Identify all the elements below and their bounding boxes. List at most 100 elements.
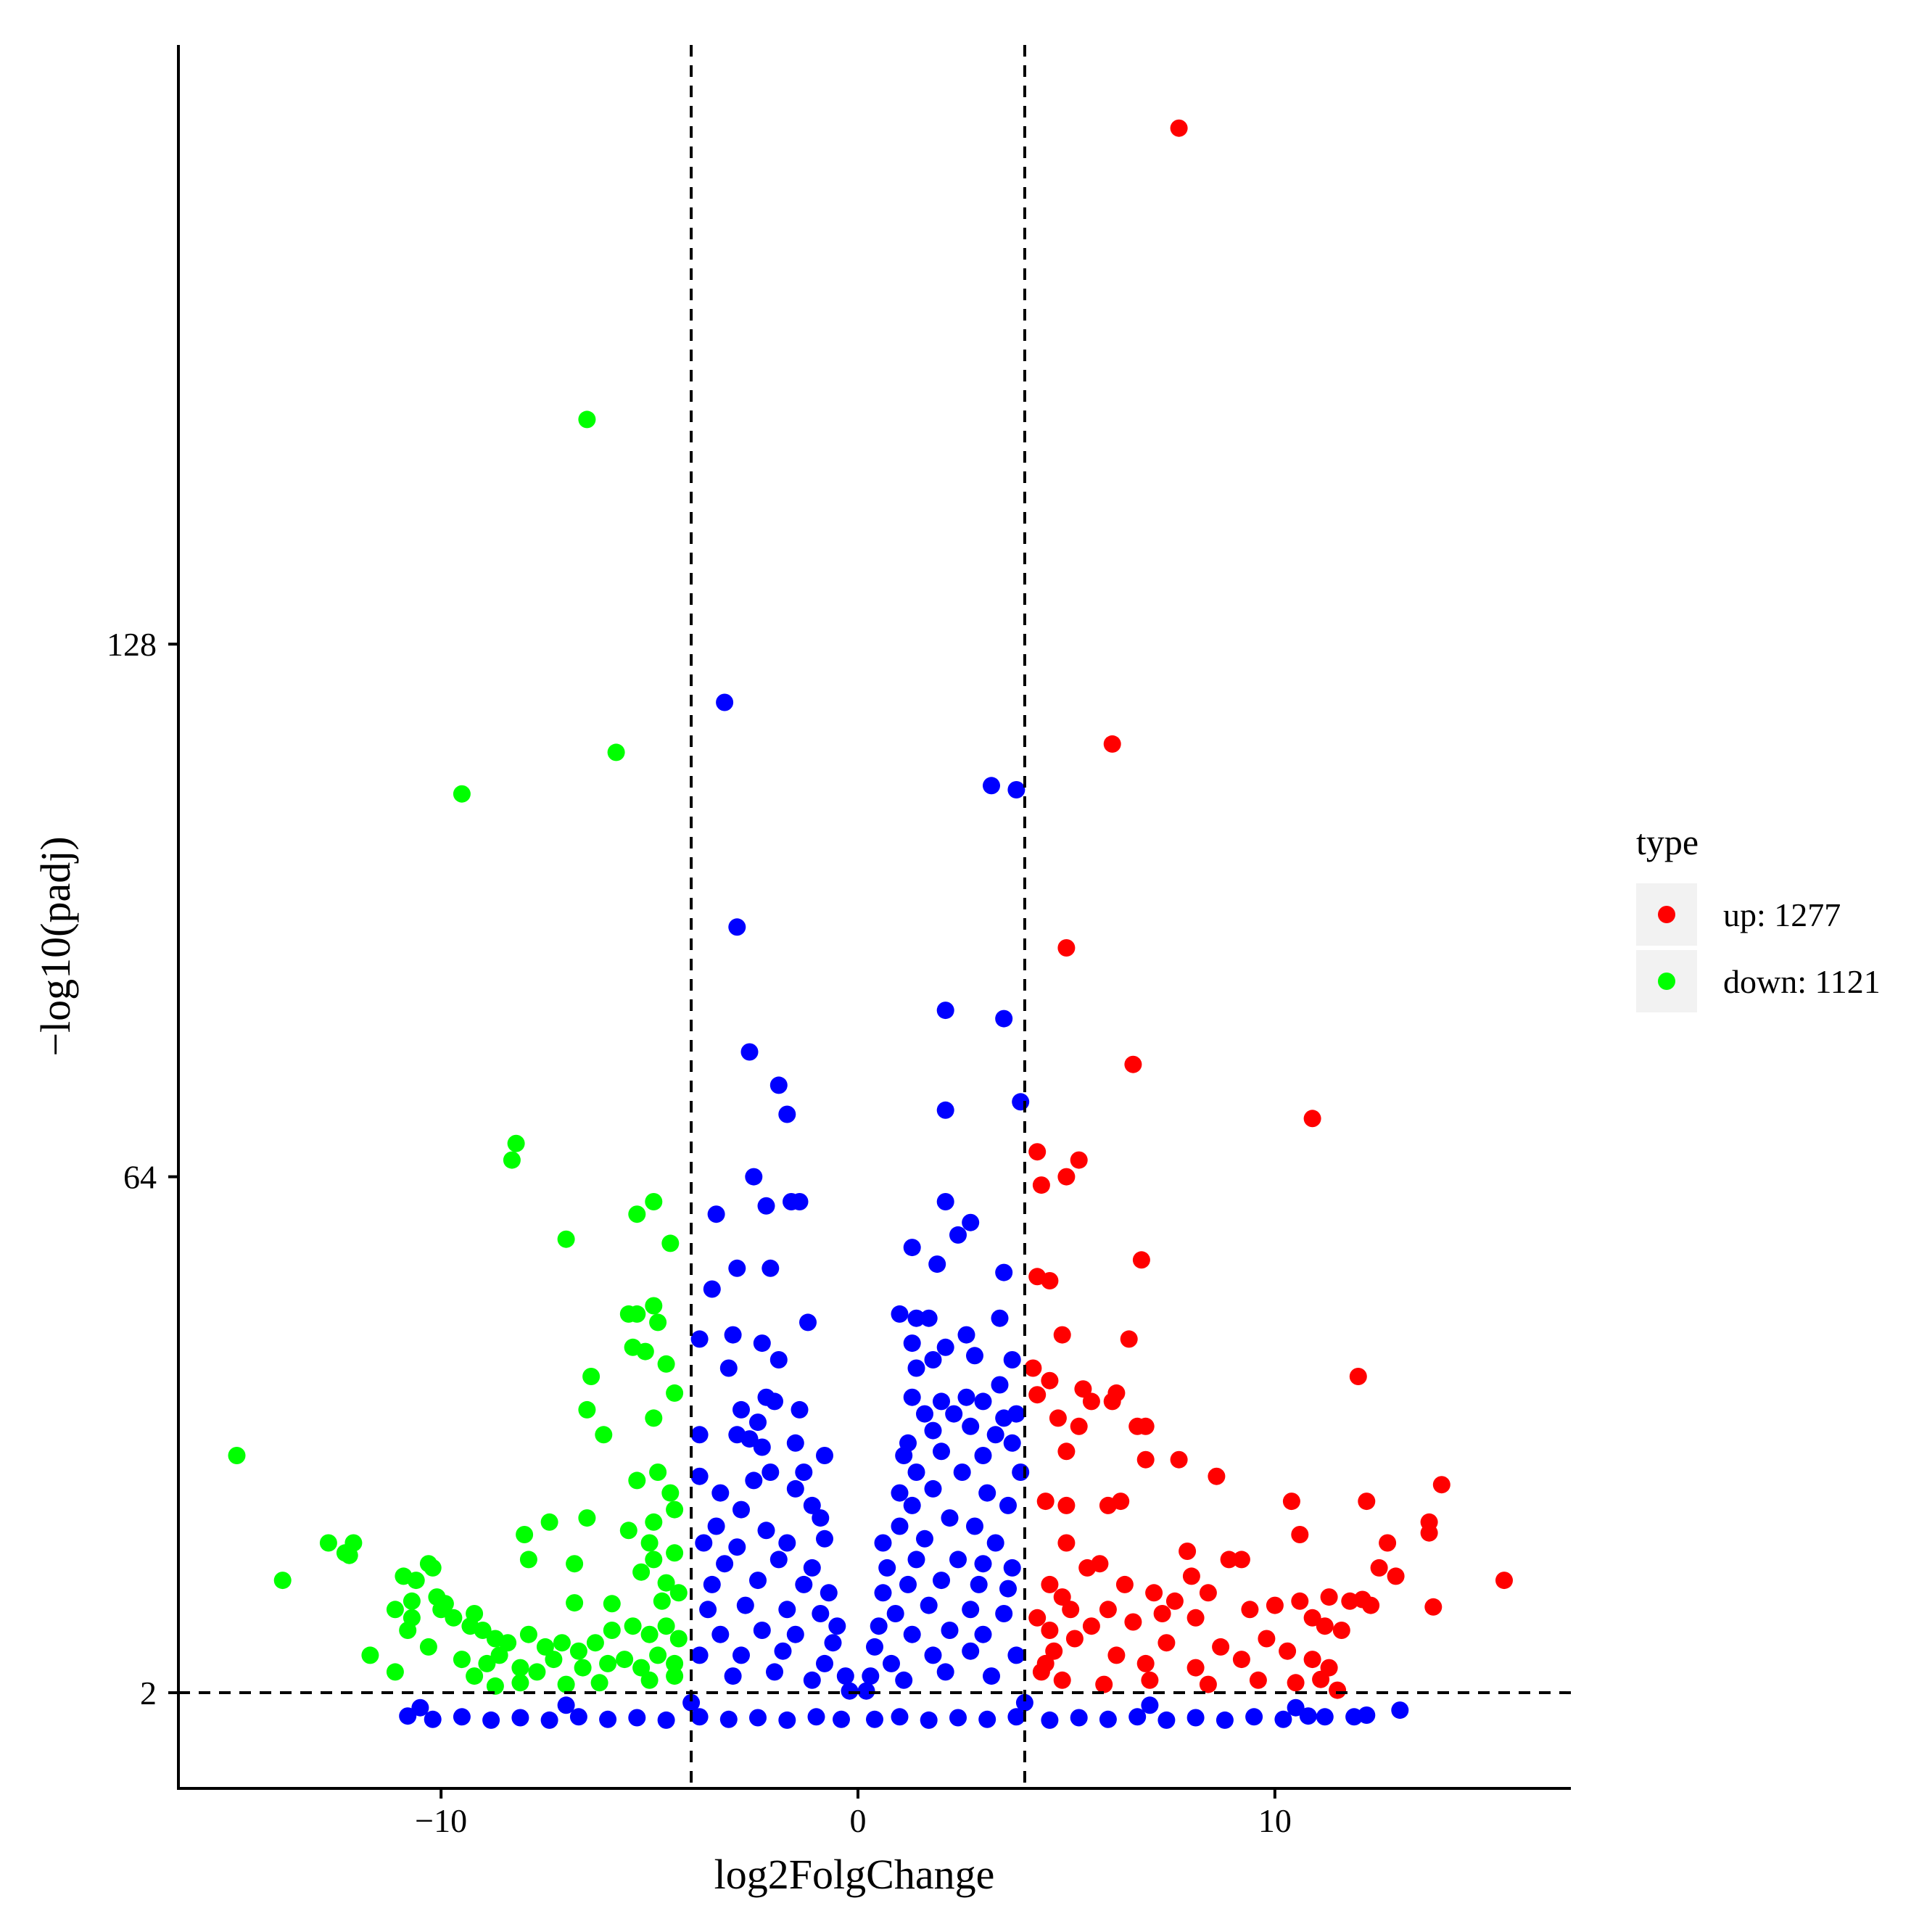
point-down bbox=[595, 1426, 613, 1444]
point-down bbox=[666, 1500, 684, 1519]
point-not-significant bbox=[690, 1330, 709, 1348]
x-tick-label: 10 bbox=[1258, 1802, 1292, 1839]
point-up bbox=[1045, 1642, 1063, 1660]
point-not-significant bbox=[745, 1168, 763, 1186]
legend-swatch-down bbox=[1658, 973, 1675, 990]
point-not-significant bbox=[933, 1442, 950, 1461]
point-not-significant bbox=[711, 1625, 730, 1643]
point-not-significant bbox=[411, 1698, 429, 1717]
point-down bbox=[553, 1634, 571, 1652]
point-up bbox=[1053, 1588, 1071, 1606]
point-not-significant bbox=[778, 1711, 796, 1729]
point-not-significant bbox=[983, 777, 1000, 795]
point-down bbox=[319, 1534, 337, 1552]
point-not-significant bbox=[1099, 1710, 1117, 1728]
point-not-significant bbox=[749, 1709, 767, 1727]
point-up bbox=[1136, 1654, 1155, 1672]
point-not-significant bbox=[816, 1447, 833, 1464]
point-not-significant bbox=[895, 1447, 913, 1464]
point-not-significant bbox=[732, 1400, 750, 1419]
point-up bbox=[1232, 1651, 1250, 1669]
point-down bbox=[557, 1230, 575, 1248]
point-up bbox=[1082, 1392, 1100, 1411]
point-up bbox=[1291, 1592, 1309, 1610]
point-not-significant bbox=[719, 1359, 738, 1377]
point-down bbox=[640, 1625, 659, 1643]
point-up bbox=[1057, 1534, 1076, 1552]
point-down bbox=[578, 1400, 596, 1419]
point-up bbox=[1057, 1168, 1076, 1186]
point-not-significant bbox=[978, 1484, 996, 1502]
point-up bbox=[1112, 1493, 1130, 1511]
point-up bbox=[1157, 1634, 1176, 1652]
point-not-significant bbox=[690, 1426, 709, 1444]
point-not-significant bbox=[986, 1426, 1004, 1444]
point-not-significant bbox=[778, 1534, 796, 1552]
point-not-significant bbox=[862, 1667, 880, 1685]
point-not-significant bbox=[803, 1496, 821, 1514]
point-not-significant bbox=[962, 1642, 980, 1660]
point-down bbox=[669, 1584, 688, 1602]
point-down bbox=[628, 1471, 646, 1490]
threshold-lines bbox=[178, 45, 1571, 1788]
point-not-significant bbox=[974, 1447, 992, 1464]
point-not-significant bbox=[962, 1417, 980, 1435]
point-not-significant bbox=[903, 1496, 921, 1514]
point-up bbox=[1132, 1251, 1150, 1269]
point-not-significant bbox=[936, 1663, 954, 1681]
point-down bbox=[574, 1659, 592, 1677]
point-not-significant bbox=[786, 1434, 804, 1452]
point-not-significant bbox=[557, 1696, 575, 1714]
point-not-significant bbox=[924, 1421, 942, 1440]
point-up bbox=[1353, 1590, 1371, 1609]
point-down bbox=[624, 1617, 642, 1635]
y-tick-label: 64 bbox=[123, 1159, 157, 1196]
point-down bbox=[386, 1663, 404, 1681]
point-up bbox=[1349, 1368, 1367, 1385]
point-not-significant bbox=[907, 1309, 925, 1327]
point-not-significant bbox=[740, 1430, 759, 1448]
point-not-significant bbox=[903, 1239, 921, 1257]
point-not-significant bbox=[1041, 1711, 1059, 1729]
point-up bbox=[1424, 1598, 1443, 1616]
x-axis-title: log2FolgChange bbox=[714, 1851, 995, 1898]
point-up bbox=[1420, 1524, 1438, 1542]
point-not-significant bbox=[1287, 1698, 1305, 1717]
point-not-significant bbox=[807, 1708, 825, 1726]
point-up bbox=[1107, 1646, 1126, 1664]
point-not-significant bbox=[732, 1500, 750, 1519]
legend-label-up: up: 1277 bbox=[1723, 896, 1841, 933]
point-down bbox=[466, 1605, 484, 1622]
point-not-significant bbox=[920, 1711, 938, 1729]
point-down bbox=[661, 1234, 680, 1252]
point-up bbox=[1024, 1359, 1042, 1377]
point-not-significant bbox=[974, 1625, 992, 1643]
point-up bbox=[1099, 1601, 1117, 1619]
point-up bbox=[1028, 1609, 1047, 1627]
point-down bbox=[507, 1134, 525, 1152]
point-down bbox=[649, 1464, 667, 1481]
point-up bbox=[1312, 1670, 1330, 1688]
point-not-significant bbox=[953, 1464, 971, 1481]
point-down bbox=[399, 1622, 417, 1639]
point-not-significant bbox=[1187, 1709, 1205, 1727]
point-not-significant bbox=[991, 1309, 1009, 1327]
point-not-significant bbox=[1128, 1708, 1147, 1726]
point-down bbox=[645, 1409, 663, 1427]
point-not-significant bbox=[690, 1646, 709, 1664]
point-up bbox=[1220, 1551, 1238, 1569]
point-up bbox=[1057, 939, 1076, 957]
point-up bbox=[1036, 1493, 1055, 1511]
point-up bbox=[1266, 1596, 1284, 1614]
point-down bbox=[566, 1555, 584, 1573]
point-not-significant bbox=[786, 1625, 804, 1643]
point-not-significant bbox=[974, 1555, 992, 1573]
point-down bbox=[666, 1544, 684, 1562]
point-not-significant bbox=[870, 1617, 888, 1635]
point-up bbox=[1091, 1555, 1109, 1573]
point-down bbox=[536, 1638, 554, 1656]
point-not-significant bbox=[703, 1280, 721, 1298]
point-down bbox=[519, 1625, 537, 1643]
point-not-significant bbox=[995, 1263, 1013, 1281]
point-not-significant bbox=[816, 1654, 833, 1672]
